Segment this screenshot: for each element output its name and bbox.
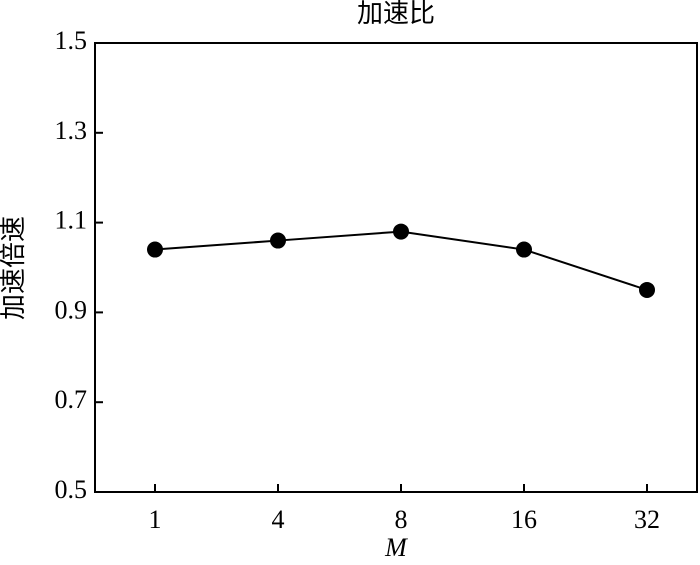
x-tick-label: 16 xyxy=(511,505,537,534)
plot-frame xyxy=(94,42,698,493)
y-tick-label: 0.7 xyxy=(55,385,88,414)
marker xyxy=(270,232,286,249)
marker xyxy=(147,241,163,258)
y-tick-label: 0.5 xyxy=(55,475,88,504)
y-tick-label: 1.1 xyxy=(55,206,88,235)
x-tick-label: 4 xyxy=(272,505,285,534)
y-axis-label: 加速倍速 xyxy=(0,216,28,320)
line xyxy=(154,230,648,291)
y-tick-label: 1.5 xyxy=(55,26,88,55)
x-tick-label: 8 xyxy=(395,505,408,534)
chart-title: 加速比 xyxy=(357,0,435,28)
x-tick-label: 1 xyxy=(149,505,162,534)
marker xyxy=(516,241,532,258)
x-axis-label: M xyxy=(384,533,408,562)
y-tick-label: 1.3 xyxy=(55,116,88,145)
marker xyxy=(393,223,409,240)
y-tick-label: 0.9 xyxy=(55,295,88,324)
x-tick-label: 32 xyxy=(634,505,660,534)
marker xyxy=(639,281,655,298)
